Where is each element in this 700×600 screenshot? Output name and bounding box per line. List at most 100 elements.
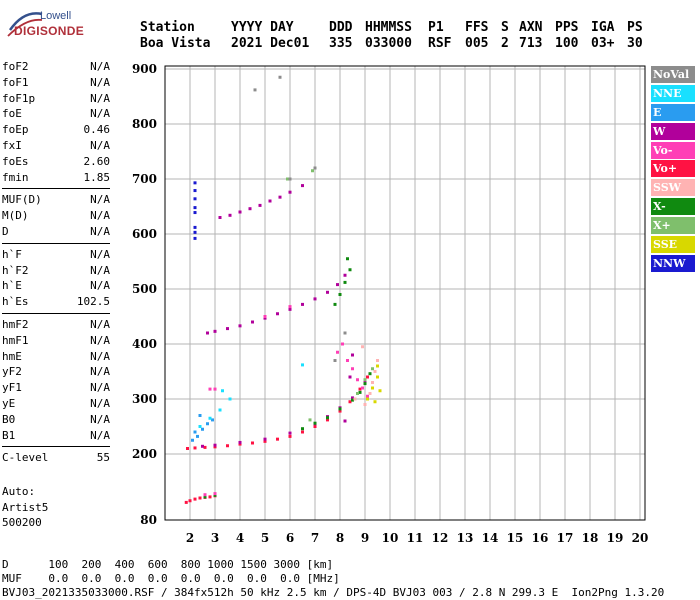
data-point [203, 493, 207, 497]
header-value-axn: 713 [519, 36, 543, 51]
param-row: C-level 55 [2, 451, 110, 467]
data-point [193, 497, 197, 501]
header-label-pps: PPS [555, 20, 579, 35]
data-point [201, 444, 204, 448]
data-point [193, 206, 197, 210]
param-value: 102.5 [76, 295, 110, 309]
header-label-ffs: FFS [465, 20, 489, 35]
param-name: foE [2, 107, 22, 121]
data-point [263, 439, 267, 443]
header-value-hhmmss: 033000 [365, 36, 412, 51]
param-value: N/A [90, 209, 110, 223]
autoscaling-info: Auto: Artist5 500200 [2, 484, 48, 531]
param-value: N/A [90, 263, 110, 277]
data-point [193, 225, 197, 229]
legend-item: X- [651, 198, 695, 216]
x-tick-label: 9 [361, 531, 369, 545]
data-point [213, 387, 217, 391]
data-point [313, 166, 317, 170]
data-point [226, 444, 229, 448]
data-point [338, 409, 342, 413]
data-point [288, 434, 292, 438]
auto-label: Auto: [2, 485, 36, 498]
header-values-row: Boa Vista 2021 Dec01 335 033000 RSF 005 … [140, 36, 643, 52]
footer-muf-row: MUF 0.0 0.0 0.0 0.0 0.0 0.0 0.0 0.0 [MHz… [2, 572, 340, 585]
x-tick-label: 6 [286, 531, 294, 545]
data-point [278, 75, 282, 79]
data-point [338, 293, 342, 296]
param-value: 1.85 [83, 170, 111, 184]
header-value-ffs: 005 [465, 36, 489, 51]
param-row: foF2 N/A [2, 60, 110, 76]
param-value: N/A [90, 349, 110, 363]
param-row: hmF1 N/A [2, 334, 110, 350]
data-point [186, 447, 189, 450]
data-point [213, 493, 217, 497]
data-point [196, 434, 199, 438]
param-row: yF2 N/A [2, 365, 110, 381]
header-value-s: 2 [501, 36, 509, 51]
data-point [203, 495, 207, 499]
data-point [371, 381, 374, 384]
station-header: Station YYYY DAY DDD HHMMSS P1 FFS S AXN… [140, 20, 643, 52]
param-value: N/A [90, 381, 110, 395]
param-value: N/A [90, 107, 110, 121]
param-row: fmin 1.85 [2, 171, 110, 187]
data-point [366, 375, 369, 379]
auto-version: 500200 [2, 516, 42, 529]
param-name: B1 [2, 428, 16, 442]
header-label-iga: IGA [591, 20, 615, 35]
y-tick-label: 700 [132, 172, 157, 186]
data-point [333, 302, 337, 306]
data-point [363, 403, 367, 406]
param-row: h`E N/A [2, 279, 110, 295]
data-point [308, 418, 312, 422]
data-point [248, 207, 252, 211]
param-name: yE [2, 396, 16, 410]
data-point [201, 427, 204, 431]
data-point [376, 364, 379, 368]
data-point [343, 280, 347, 284]
header-value-ps: 30 [627, 36, 643, 51]
param-separator [2, 242, 110, 244]
param-name: foEs [2, 154, 29, 168]
data-point [206, 331, 209, 335]
param-name: foF1 [2, 75, 29, 89]
param-name: hmF1 [2, 333, 29, 347]
data-point [348, 375, 352, 379]
data-point [338, 407, 342, 411]
data-point [253, 88, 257, 92]
legend-item: W [651, 122, 695, 140]
data-point [356, 378, 359, 382]
param-row: foEs 2.60 [2, 155, 110, 171]
data-point [193, 236, 197, 240]
param-value: 55 [96, 451, 110, 465]
data-point [373, 400, 377, 404]
data-point [251, 441, 254, 445]
y-tick-label: 500 [132, 282, 157, 296]
x-tick-label: 18 [582, 531, 599, 545]
param-row: yF1 N/A [2, 381, 110, 397]
x-tick-label: 7 [311, 531, 319, 545]
x-tick-label: 19 [607, 531, 624, 545]
data-point [366, 397, 369, 401]
data-point [198, 425, 202, 428]
data-point [336, 350, 339, 354]
param-name: fmin [2, 170, 29, 184]
data-point [263, 315, 267, 318]
data-point [251, 320, 254, 324]
data-point [371, 386, 374, 390]
data-point [198, 496, 202, 500]
data-point [288, 177, 292, 181]
legend-item: NoVal [651, 66, 695, 83]
data-point [238, 440, 242, 444]
param-row: M(D) N/A [2, 209, 110, 225]
data-point [218, 408, 222, 412]
data-point [361, 345, 364, 349]
data-point [213, 443, 217, 447]
data-point [343, 331, 347, 335]
param-row: D N/A [2, 225, 110, 241]
logo-swoosh-icon [7, 12, 43, 37]
param-name: C-level [2, 451, 49, 465]
header-value-p1: RSF [428, 36, 452, 51]
